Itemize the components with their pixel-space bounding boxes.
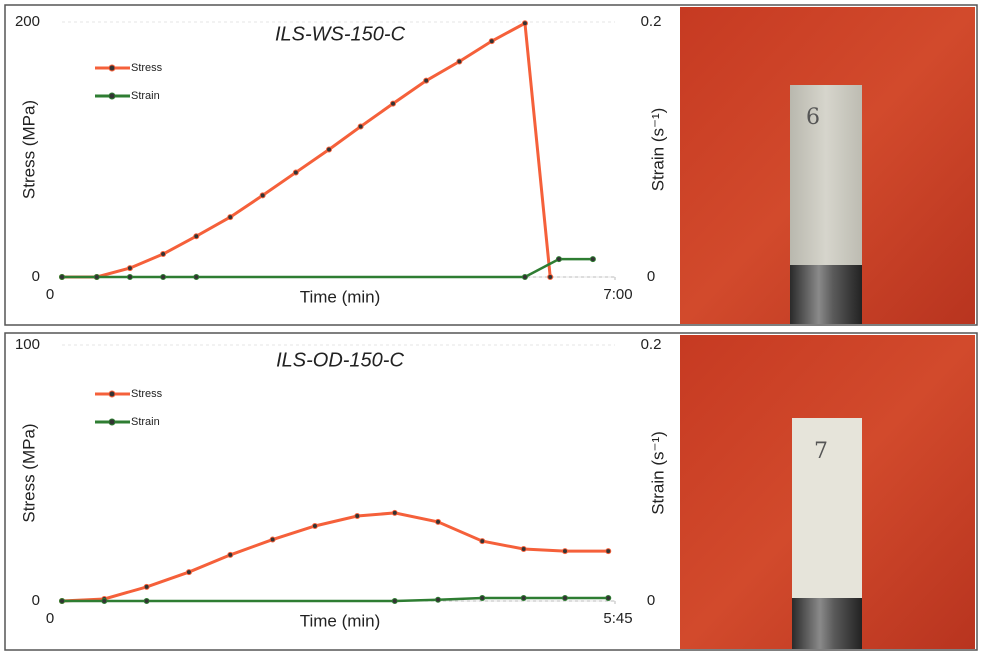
y-axis-title: Stress (MPa) <box>19 100 38 199</box>
data-point <box>479 538 486 545</box>
legend-label: Strain <box>131 416 160 428</box>
data-point <box>269 536 276 543</box>
legend-marker <box>108 64 116 72</box>
data-point <box>357 123 364 130</box>
data-point <box>390 100 397 107</box>
legend-label: Strain <box>131 90 160 102</box>
y-tick-label: 200 <box>15 13 40 30</box>
x-tick-label: 0 <box>46 610 54 627</box>
photo: 7 <box>680 335 975 649</box>
data-point <box>521 20 528 27</box>
data-point <box>561 595 568 602</box>
data-point <box>160 251 167 258</box>
data-point <box>143 598 150 604</box>
data-point <box>555 256 562 263</box>
data-point <box>326 146 333 153</box>
series-line <box>62 20 552 279</box>
photo: 6 <box>680 7 975 324</box>
data-point <box>193 274 200 280</box>
data-point <box>259 192 266 199</box>
data-point <box>488 38 495 45</box>
data-point <box>59 598 65 604</box>
chart-title: ILS-OD-150-C <box>276 349 404 371</box>
data-point <box>391 598 398 604</box>
x-axis-title: Time (min) <box>300 287 381 306</box>
data-point <box>93 274 100 280</box>
y2-axis-title: Strain (s⁻¹) <box>648 431 667 515</box>
data-point <box>435 518 442 525</box>
data-point <box>143 583 150 590</box>
data-point <box>520 595 527 602</box>
data-point <box>193 233 200 240</box>
y-tick-label: 100 <box>15 336 40 353</box>
data-point <box>456 58 463 65</box>
y2-axis-title: Strain (s⁻¹) <box>648 108 667 192</box>
y2-tick-label: 0.2 <box>641 13 662 30</box>
data-point <box>605 548 612 555</box>
data-point <box>605 595 612 602</box>
legend-marker <box>108 390 116 398</box>
data-point <box>589 256 596 263</box>
data-point <box>227 551 234 558</box>
y2-tick-label: 0 <box>647 592 655 609</box>
data-point <box>521 274 528 280</box>
y2-tick-label: 0.2 <box>641 336 662 353</box>
data-point <box>423 77 430 84</box>
data-point <box>311 522 318 529</box>
data-point <box>160 274 167 280</box>
data-point <box>101 598 108 604</box>
x-axis-title: Time (min) <box>300 611 381 630</box>
data-point <box>227 214 234 221</box>
legend-marker <box>108 418 116 426</box>
data-point <box>479 595 486 602</box>
y-axis-title: Stress (MPa) <box>19 423 38 522</box>
x-tick-label: 5:45 <box>603 610 632 627</box>
data-point <box>59 274 65 280</box>
data-point <box>547 274 554 280</box>
data-point <box>292 169 299 176</box>
y2-tick-label: 0 <box>647 268 655 285</box>
legend-label: Stress <box>131 388 163 400</box>
data-point <box>520 546 527 553</box>
series-line <box>61 511 609 603</box>
legend-label: Stress <box>131 62 163 74</box>
y-tick-label: 0 <box>32 592 40 609</box>
data-point <box>185 569 192 576</box>
data-point <box>126 265 133 272</box>
specimen-label: 7 <box>814 439 828 464</box>
y-tick-label: 0 <box>32 268 40 285</box>
panel-frame <box>4 332 978 651</box>
x-tick-label: 7:00 <box>603 286 632 303</box>
data-point <box>561 548 568 555</box>
data-point <box>435 596 442 603</box>
x-tick-label: 0 <box>46 286 54 303</box>
series-line <box>62 257 593 279</box>
specimen-label: 6 <box>806 105 820 130</box>
legend-marker <box>108 92 116 100</box>
data-point <box>354 513 361 520</box>
data-point <box>391 509 398 516</box>
data-point <box>126 274 133 280</box>
panel-frame <box>4 4 978 326</box>
chart-title: ILS-WS-150-C <box>275 23 406 45</box>
